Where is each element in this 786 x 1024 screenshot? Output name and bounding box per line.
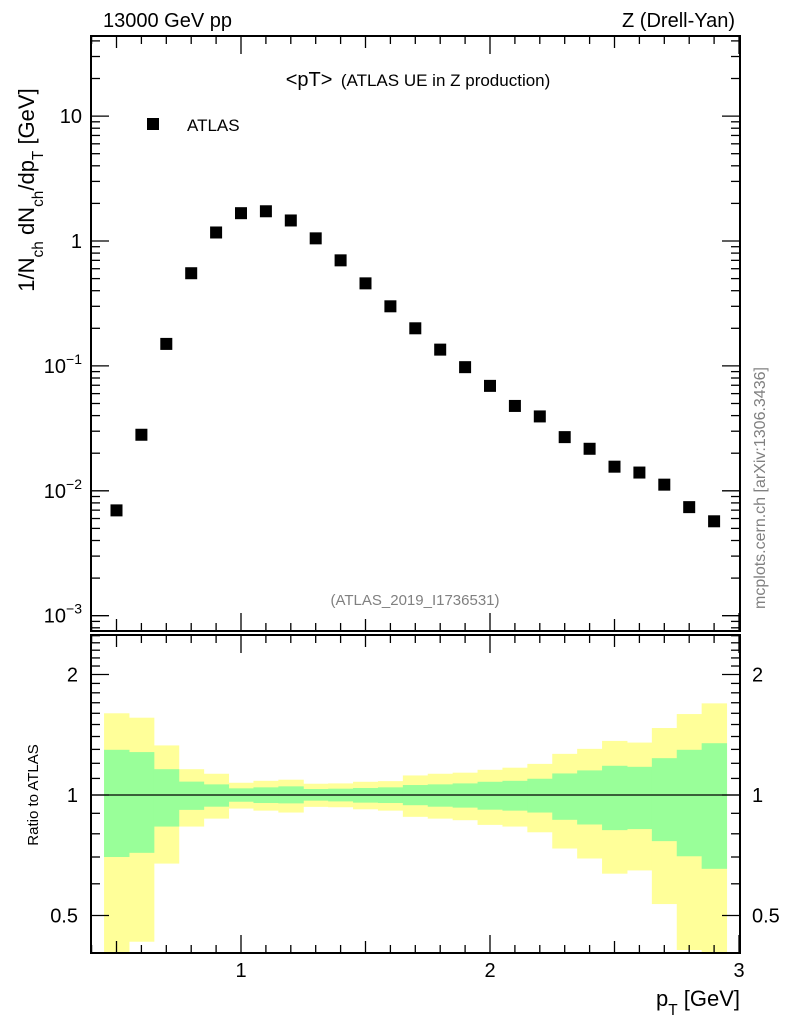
plot-title-sub: (ATLAS UE in Z production) xyxy=(341,71,550,90)
data-point-atlas xyxy=(708,515,721,528)
data-point-atlas xyxy=(608,460,621,473)
y-tick-label: 10−3 xyxy=(44,601,82,628)
label-text: 1/N xyxy=(14,257,39,291)
data-point-atlas xyxy=(284,214,297,227)
tick-base: 10 xyxy=(60,106,82,128)
x-tick-label: 2 xyxy=(484,960,495,982)
label-text: p xyxy=(656,986,668,1011)
subscript: T xyxy=(668,1002,678,1019)
tick-exponent: −3 xyxy=(66,601,82,617)
subscript: T xyxy=(30,150,47,160)
tick-exponent: −2 xyxy=(66,476,82,492)
x-tick-label: 3 xyxy=(733,960,744,982)
data-point-atlas xyxy=(583,442,596,455)
ratio-band-inner-bin xyxy=(676,749,703,857)
ratio-panel: 1 2 3 2 2 1 1 0.5 0.5 xyxy=(50,634,780,982)
ratio-band-inner-bin xyxy=(104,749,130,858)
data-point-atlas xyxy=(434,343,447,356)
y-axis-label: 1/Nch dNch/dpT [GeV] xyxy=(14,88,47,291)
plot-title-main: <pT> xyxy=(286,69,333,91)
data-point-atlas xyxy=(384,300,397,313)
ratio-band-inner-bin xyxy=(651,758,678,842)
ratio-y-tick-label-left: 0.5 xyxy=(50,906,78,928)
data-point-atlas xyxy=(459,361,472,374)
tick-base: 1 xyxy=(71,231,82,253)
mcplots-note: mcplots.cern.ch [arXiv:1306.3436] xyxy=(752,367,769,609)
ratio-band-inner-bin xyxy=(626,766,653,830)
tick-base: 10 xyxy=(44,606,66,628)
data-point-atlas xyxy=(309,232,322,245)
data-point-atlas xyxy=(409,322,422,335)
tick-base: 10 xyxy=(44,481,66,503)
legend-label: ATLAS xyxy=(187,116,240,135)
data-point-atlas xyxy=(259,205,272,218)
legend-marker xyxy=(147,118,159,130)
data-point-atlas xyxy=(110,504,123,517)
y-tick-label: 10 xyxy=(60,106,82,128)
header-process-label: Z (Drell-Yan) xyxy=(622,10,735,32)
analysis-id: (ATLAS_2019_I1736531) xyxy=(330,592,499,609)
y-tick-label: 10−2 xyxy=(44,476,82,503)
ratio-y-tick-label-left: 1 xyxy=(67,785,78,807)
ratio-y-tick-label-right: 2 xyxy=(752,665,763,687)
label-text: [GeV] xyxy=(678,986,740,1011)
data-point-atlas xyxy=(160,337,173,350)
ratio-y-tick-label-right: 1 xyxy=(752,785,763,807)
data-point-atlas xyxy=(210,226,223,239)
ratio-y-axis-label: Ratio to ATLAS xyxy=(25,744,42,845)
ratio-y-tick-label-left: 2 xyxy=(67,665,78,687)
ratio-band-inner-bin xyxy=(153,769,180,827)
ratio-band-inner-bin xyxy=(577,770,603,825)
data-point-atlas xyxy=(235,207,247,220)
header-energy-label: 13000 GeV pp xyxy=(103,10,232,32)
tick-base: 10 xyxy=(44,356,66,378)
label-text: [GeV] xyxy=(14,88,39,150)
subscript: ch xyxy=(30,241,47,257)
data-point-atlas xyxy=(508,399,521,412)
ratio-band-inner-bin xyxy=(552,773,578,820)
data-point-atlas xyxy=(658,478,671,491)
ratio-y-tick-label-right: 0.5 xyxy=(752,906,780,928)
data-point-atlas xyxy=(135,428,148,441)
data-point-atlas xyxy=(185,267,198,280)
data-point-atlas xyxy=(484,379,496,392)
label-text: dN xyxy=(14,207,39,241)
data-point-atlas xyxy=(334,254,347,267)
ratio-band-inner-bin xyxy=(502,780,528,811)
ratio-band-inner-bin xyxy=(128,752,155,853)
data-point-atlas xyxy=(683,501,696,514)
ratio-band-inner-bin xyxy=(477,781,503,810)
x-tick-label: 1 xyxy=(235,960,246,982)
ratio-band-inner-bin xyxy=(602,765,628,831)
data-point-atlas xyxy=(558,431,571,444)
data-point-atlas xyxy=(533,410,546,423)
x-axis-label: pT [GeV] xyxy=(656,986,740,1019)
plot-title: <pT> (ATLAS UE in Z production) xyxy=(286,69,551,91)
y-tick-label: 10−1 xyxy=(44,351,82,378)
subscript: ch xyxy=(30,191,47,207)
ratio-band-inner-bin xyxy=(178,781,205,810)
data-point-atlas xyxy=(633,466,646,479)
tick-exponent: −1 xyxy=(66,351,82,367)
y-tick-label: 1 xyxy=(71,231,82,253)
ratio-band-inner-bin xyxy=(701,743,728,869)
label-text: /dp xyxy=(14,160,39,191)
data-point-atlas xyxy=(359,277,372,290)
